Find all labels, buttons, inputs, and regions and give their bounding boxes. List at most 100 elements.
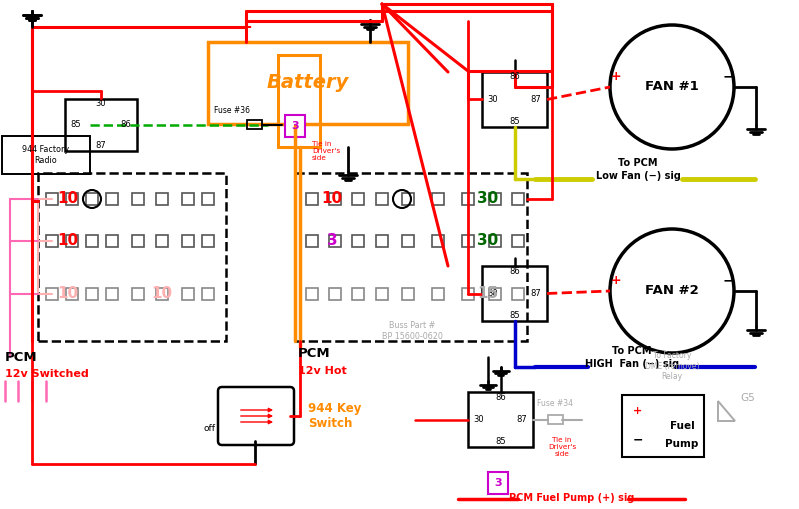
Bar [402,235,414,247]
Text: To PCM: To PCM [612,346,652,356]
Text: 85: 85 [495,438,506,446]
Bar [352,235,364,247]
Text: 85: 85 [509,118,520,127]
Text: −: − [722,273,733,287]
Bar [46,235,58,247]
Text: 3: 3 [291,121,299,131]
Bar [46,193,58,205]
Text: G5: G5 [741,393,755,403]
Text: 30: 30 [477,191,499,207]
Bar [482,266,547,321]
Text: −: − [722,69,733,83]
Bar [622,395,704,457]
Bar [106,193,118,205]
Text: FAN #1: FAN #1 [645,80,699,94]
Text: PCM: PCM [298,347,331,360]
Text: 30: 30 [487,289,499,298]
Text: PCM Fuel Pump (+) sig: PCM Fuel Pump (+) sig [509,493,634,503]
Bar [66,193,78,205]
Text: 87: 87 [531,95,542,104]
Text: Battery: Battery [267,73,349,93]
Text: +: + [610,274,622,287]
Text: Pump: Pump [666,439,698,449]
Bar [106,235,118,247]
Text: off: off [204,424,216,433]
Bar [278,55,320,147]
Bar [489,193,501,205]
Bar [462,235,474,247]
Bar [46,288,58,300]
Bar [86,235,98,247]
Bar [402,288,414,300]
Text: 87: 87 [531,289,542,298]
Bar [202,235,214,247]
Bar [285,115,305,137]
Text: +: + [240,20,252,35]
Bar [306,288,318,300]
Bar [376,235,388,247]
Bar [512,288,524,300]
Text: 86: 86 [121,121,131,129]
Text: 12v Hot: 12v Hot [298,366,347,376]
Bar [462,288,474,300]
Bar [295,173,527,341]
Bar [482,72,547,127]
Text: 86: 86 [495,392,506,402]
Bar [402,193,414,205]
Bar [432,288,444,300]
Text: 30: 30 [96,99,106,108]
Bar [329,288,341,300]
Bar [65,99,137,151]
Text: 87: 87 [96,142,106,151]
Text: 3: 3 [327,234,337,248]
Text: 10: 10 [58,191,78,207]
Text: 10: 10 [58,287,78,301]
Text: 944 Key
Switch: 944 Key Switch [308,402,361,430]
Bar [432,235,444,247]
Bar [306,235,318,247]
Bar [376,288,388,300]
Text: 87: 87 [517,415,527,424]
Bar [489,288,501,300]
Text: 30: 30 [477,234,499,248]
Text: HIGH  Fan (−) sig: HIGH Fan (−) sig [585,359,679,369]
Text: 10: 10 [58,234,78,248]
Bar [182,288,194,300]
Text: 85: 85 [70,121,81,129]
Bar [488,472,508,494]
Bar [132,288,144,300]
Bar [329,193,341,205]
Bar [489,235,501,247]
Text: To PCM: To PCM [618,158,658,168]
Text: 944 Factory
Radio: 944 Factory Radio [22,145,70,165]
Text: 85: 85 [509,312,520,321]
Text: +: + [610,70,622,83]
Bar [462,193,474,205]
Bar [38,173,226,341]
Bar [547,415,562,424]
Bar [208,42,408,124]
Text: 86: 86 [509,267,520,275]
Text: −: − [633,434,643,447]
Text: 12v Switched: 12v Switched [5,369,89,379]
Bar [468,392,533,447]
Bar [182,193,194,205]
Bar [86,288,98,300]
Bar [352,288,364,300]
Bar [306,193,318,205]
Text: 86: 86 [509,72,520,81]
Bar [202,288,214,300]
Bar [376,193,388,205]
Text: Buss Part #
BP 15600-0620: Buss Part # BP 15600-0620 [382,321,443,341]
Bar [432,193,444,205]
Text: 30: 30 [487,95,499,104]
Text: Low Fan (−) sig: Low Fan (−) sig [595,171,681,181]
Text: 10: 10 [152,287,173,301]
Text: 15: 15 [478,287,499,301]
Text: −: − [363,18,377,36]
Bar [106,288,118,300]
Bar [156,288,168,300]
Text: 30: 30 [474,415,484,424]
Bar [132,193,144,205]
Text: To Factory
DME (remove)
Relay: To Factory DME (remove) Relay [645,351,699,381]
